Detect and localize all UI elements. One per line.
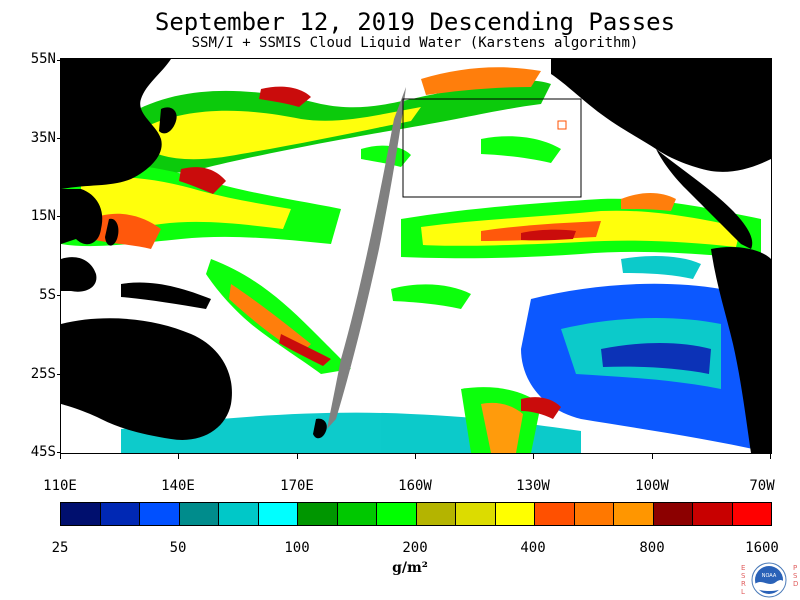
- colorbar: [60, 502, 772, 526]
- new-guinea-landmass: [121, 282, 211, 309]
- lat-label-55n: 55N: [30, 51, 56, 67]
- colorbar-swatch: [495, 503, 535, 525]
- colorbar-label-50: 50: [169, 540, 187, 556]
- lon-label-70w: 70W: [749, 478, 775, 494]
- north-america-landmass: [551, 59, 771, 172]
- lon-label-160w: 160W: [398, 478, 432, 494]
- colorbar-swatch: [179, 503, 219, 525]
- logo-letter-l: L: [741, 588, 745, 596]
- colorbar-swatch: [258, 503, 298, 525]
- central-america-landmass: [656, 149, 753, 249]
- missing-data-swath: [327, 87, 406, 429]
- philippines-landmass: [105, 218, 119, 246]
- colorbar-swatch: [100, 503, 140, 525]
- lat-tick: [57, 452, 61, 453]
- lat-label-45s: 45S: [30, 444, 56, 460]
- lon-tick: [178, 453, 179, 459]
- colorbar-label-1600: 1600: [745, 540, 779, 556]
- logo-letter-s2: S: [793, 572, 798, 580]
- lat-label-15n: 15N: [30, 208, 56, 224]
- lat-tick: [57, 295, 61, 296]
- japan-landmass: [159, 107, 177, 134]
- noaa-esrl-psd-logo: E S R L NOAA P S D: [741, 562, 798, 598]
- logo-letter-r: R: [741, 580, 746, 588]
- indochina-landmass: [61, 189, 103, 245]
- lat-tick: [57, 374, 61, 375]
- region-box: [402, 98, 582, 198]
- colorbar-label-100: 100: [284, 540, 310, 556]
- colorbar-swatch: [614, 503, 654, 525]
- colorbar-swatch: [653, 503, 693, 525]
- colorbar-swatch: [140, 503, 180, 525]
- colorbar-swatch: [732, 503, 771, 525]
- map-svg: [61, 59, 771, 453]
- colorbar-swatch: [298, 503, 338, 525]
- lon-tick: [533, 453, 534, 459]
- lon-label-140e: 140E: [161, 478, 195, 494]
- region-marker: [557, 120, 567, 130]
- new-zealand-landmass: [313, 418, 327, 439]
- noaa-text: NOAA: [762, 573, 777, 579]
- map-title: September 12, 2019 Descending Passes: [154, 8, 676, 36]
- land-masses: [61, 59, 771, 453]
- colorbar-swatch: [337, 503, 377, 525]
- map-subtitle: SSM/I + SSMIS Cloud Liquid Water (Karste…: [191, 35, 639, 51]
- lon-tick: [770, 453, 771, 459]
- lon-tick: [297, 453, 298, 459]
- colorbar-label-200: 200: [402, 540, 428, 556]
- logo-letter-d: D: [793, 580, 798, 588]
- asia-landmass: [61, 59, 171, 189]
- australia-landmass: [61, 318, 232, 440]
- colorbar-label-400: 400: [520, 540, 546, 556]
- colorbar-swatch: [574, 503, 614, 525]
- colorbar-label-800: 800: [639, 540, 665, 556]
- borneo-landmass: [61, 257, 97, 292]
- lon-label-100w: 100W: [635, 478, 669, 494]
- colorbar-label-25: 25: [51, 540, 69, 556]
- lat-tick: [57, 138, 61, 139]
- cloud-field: [61, 67, 771, 453]
- lon-tick: [60, 453, 61, 459]
- colorbar-swatch: [535, 503, 575, 525]
- cloud-liquid-water-map: [60, 58, 772, 454]
- lon-label-170e: 170E: [280, 478, 314, 494]
- logo-letter-p: P: [793, 564, 797, 572]
- lon-label-110e: 110E: [43, 478, 77, 494]
- south-america-landmass: [711, 247, 771, 453]
- noaa-bird-icon: [755, 580, 783, 591]
- colorbar-units: g/m²: [392, 560, 428, 576]
- colorbar-swatch: [377, 503, 417, 525]
- logo-letter-s: S: [741, 572, 746, 580]
- colorbar-swatch: [61, 503, 101, 525]
- colorbar-swatch: [416, 503, 456, 525]
- lon-tick: [415, 453, 416, 459]
- colorbar-swatch: [693, 503, 733, 525]
- lon-tick: [652, 453, 653, 459]
- lat-label-25s: 25S: [30, 366, 56, 382]
- lat-tick: [57, 60, 61, 61]
- lat-tick: [57, 216, 61, 217]
- colorbar-swatch: [456, 503, 496, 525]
- lon-label-130w: 130W: [516, 478, 550, 494]
- lat-label-35n: 35N: [30, 130, 56, 146]
- logo-letter-e: E: [741, 564, 745, 572]
- lat-label-5s: 5S: [39, 287, 56, 303]
- colorbar-swatch: [219, 503, 259, 525]
